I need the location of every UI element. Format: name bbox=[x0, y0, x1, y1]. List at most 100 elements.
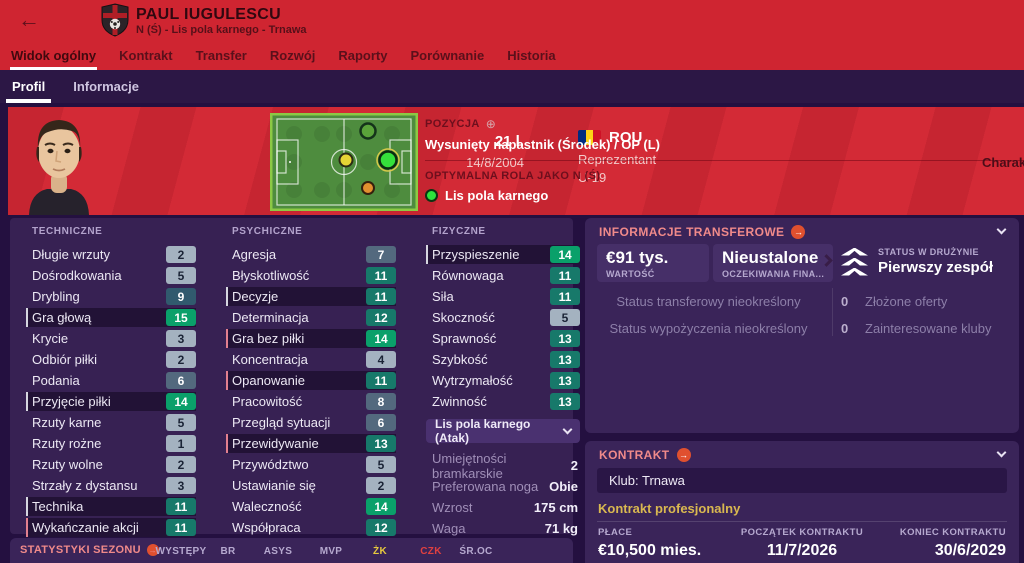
club-badge-icon bbox=[101, 3, 129, 37]
contract-panel: KONTRAKT → Klub: Trnawa Kontrakt profesj… bbox=[585, 441, 1019, 563]
tab-historia[interactable]: Historia bbox=[507, 47, 556, 63]
position-pitch-map[interactable] bbox=[270, 113, 418, 211]
subtab-profil[interactable]: Profil bbox=[5, 70, 52, 103]
squad-status-value: Pierwszy zespół bbox=[878, 259, 994, 276]
attribute-row-przyw-dztwo: Przywództwo 5 bbox=[226, 455, 396, 474]
attribute-row-skoczno: Skoczność 5 bbox=[426, 308, 580, 327]
attribute-label: Współpraca bbox=[232, 520, 301, 535]
season-stats-header[interactable]: STATYSTYKI SEZONU → bbox=[20, 544, 159, 556]
attribute-label: Siła bbox=[432, 289, 454, 304]
subtab-informacje[interactable]: Informacje bbox=[73, 79, 139, 94]
tab-transfer[interactable]: Transfer bbox=[195, 47, 247, 63]
attribute-label: Ustawianie się bbox=[232, 478, 316, 493]
position-dot-am bbox=[359, 122, 377, 140]
attribute-label: Pracowitość bbox=[232, 394, 303, 409]
attribute-label: Podania bbox=[32, 373, 80, 388]
role-rating-dot-icon bbox=[425, 189, 438, 202]
attribute-row-strza-y-z-dystansu: Strzały z dystansu 3 bbox=[26, 476, 196, 495]
attribute-row-ustawianie-si: Ustawianie się 2 bbox=[226, 476, 396, 495]
technical-column: TECHNICZNE Długie wrzuty 2 Dośrodkowania 5 D… bbox=[26, 224, 196, 539]
attribute-label: Gra bez piłki bbox=[232, 331, 305, 346]
attribute-row-determinacja: Determinacja 12 bbox=[226, 308, 396, 327]
fact-value: 175 cm bbox=[533, 500, 578, 515]
fact-row-wzrost: Wzrost 175 cm bbox=[426, 497, 580, 518]
contract-club-row[interactable]: Klub: Trnawa bbox=[597, 468, 1007, 493]
fact-value: 71 kg bbox=[544, 521, 578, 536]
collapse-chevron-icon[interactable] bbox=[996, 224, 1007, 235]
stat-column-mvp[interactable]: MVP bbox=[319, 546, 343, 557]
contract-header[interactable]: KONTRAKT → bbox=[599, 448, 691, 462]
collapse-chevron-icon[interactable] bbox=[996, 447, 1007, 458]
attribute-value: 9 bbox=[166, 288, 196, 305]
counter-label: Złożone oferty bbox=[865, 294, 948, 309]
attribute-value: 8 bbox=[366, 393, 396, 410]
attribute-value: 2 bbox=[366, 477, 396, 494]
attribute-label: Przyjęcie piłki bbox=[32, 394, 111, 409]
squad-status-caption: STATUS W DRUŻYNIE bbox=[878, 247, 979, 257]
attribute-label: Przyspieszenie bbox=[432, 247, 520, 262]
attribute-row-gra-bez-pi-ki: Gra bez piłki 14 bbox=[226, 329, 396, 348]
fact-value: Obie bbox=[549, 479, 578, 494]
counter-label: Zainteresowane kluby bbox=[865, 321, 992, 336]
nationality-block: ROU Reprezentant U-19 bbox=[578, 129, 656, 185]
attribute-value: 7 bbox=[366, 246, 396, 263]
financial-expectation-caption: OCZEKIWANIA FINA... bbox=[722, 269, 825, 279]
attribute-row-rzuty-wolne: Rzuty wolne 2 bbox=[26, 455, 196, 474]
attribute-label: Technika bbox=[32, 499, 84, 514]
counter-row-zainteresowane-kluby: 0 Zainteresowane kluby bbox=[841, 315, 1011, 342]
stat-column-asys[interactable]: ASYS bbox=[263, 546, 293, 557]
back-button[interactable]: ← bbox=[18, 7, 40, 32]
attribute-value: 4 bbox=[366, 351, 396, 368]
attribute-value: 2 bbox=[166, 456, 196, 473]
stat-column-wyst-py[interactable]: WYSTĘPY bbox=[155, 546, 207, 557]
role-dropdown[interactable]: Lis pola karnego (Atak) bbox=[426, 417, 580, 445]
transfer-info-panel: INFORMACJE TRANSFEROWE → €91 tys. WARTOŚ… bbox=[585, 218, 1019, 433]
best-role-label: OPTYMALNA ROLA JAKO N (Ś) bbox=[425, 170, 601, 182]
attribute-marker bbox=[226, 371, 228, 390]
mental-header: PSYCHICZNE bbox=[232, 226, 303, 237]
tab-rozw-j[interactable]: Rozwój bbox=[269, 47, 316, 63]
fact-value: 2 bbox=[570, 458, 578, 473]
attribute-row-rzuty-karne: Rzuty karne 5 bbox=[26, 413, 196, 432]
stat-column-k[interactable]: ŻK bbox=[373, 546, 387, 557]
attribute-value: 14 bbox=[366, 330, 396, 347]
stat-column-r-oc[interactable]: ŚR.OC bbox=[459, 546, 493, 557]
tab-raporty[interactable]: Raporty bbox=[338, 47, 388, 63]
position-dot-main bbox=[378, 150, 398, 170]
plus-circle-icon[interactable]: ⊕ bbox=[485, 117, 497, 131]
attribute-label: Decyzje bbox=[232, 289, 279, 304]
attribute-value: 14 bbox=[366, 498, 396, 515]
tab-widok-og-lny[interactable]: Widok ogólny bbox=[10, 40, 98, 70]
tab-por-wnanie[interactable]: Porównanie bbox=[410, 47, 485, 63]
sub-tabbar: Profil Informacje bbox=[0, 70, 1024, 103]
attribute-row-decyzje: Decyzje 11 bbox=[226, 287, 396, 306]
national-team-level: U-19 bbox=[578, 170, 607, 185]
attributes-panel: TECHNICZNE Długie wrzuty 2 Dośrodkowania 5 D… bbox=[10, 218, 580, 537]
contract-end-value: 30/6/2029 bbox=[934, 542, 1006, 559]
nationality-code: ROU bbox=[609, 129, 643, 146]
attribute-label: Błyskotliwość bbox=[232, 268, 310, 283]
attribute-value: 1 bbox=[166, 435, 196, 452]
attribute-label: Drybling bbox=[32, 289, 80, 304]
transfer-info-header[interactable]: INFORMACJE TRANSFEROWE → bbox=[599, 225, 806, 239]
contract-start-label: POCZĄTEK KONTRAKTU bbox=[740, 527, 864, 538]
attribute-row-odbi-r-pi-ki: Odbiór piłki 2 bbox=[26, 350, 196, 369]
tab-kontrakt[interactable]: Kontrakt bbox=[119, 47, 173, 63]
stat-column-czk[interactable]: CZK bbox=[420, 546, 442, 557]
attribute-value: 3 bbox=[166, 330, 196, 347]
fact-label: Wzrost bbox=[432, 500, 473, 515]
attribute-value: 13 bbox=[366, 435, 396, 452]
attribute-row-agresja: Agresja 7 bbox=[226, 245, 396, 264]
attribute-label: Przywództwo bbox=[232, 457, 309, 472]
player-info-bar: 21 l. 14/8/2004 ROU Reprezentant U-19 bbox=[8, 107, 1024, 215]
stat-column-br[interactable]: BR bbox=[220, 546, 236, 557]
attribute-marker bbox=[26, 497, 28, 516]
attribute-row-rzuty-ro-ne: Rzuty rożne 1 bbox=[26, 434, 196, 453]
position-dot-main-ring bbox=[376, 148, 400, 172]
attribute-row-b-yskotliwo: Błyskotliwość 11 bbox=[226, 266, 396, 285]
attribute-value: 2 bbox=[166, 246, 196, 263]
attribute-marker bbox=[226, 434, 228, 453]
romania-flag-icon bbox=[578, 130, 601, 145]
attribute-row-d-ugie-wrzuty: Długie wrzuty 2 bbox=[26, 245, 196, 264]
attribute-value: 15 bbox=[166, 309, 196, 326]
